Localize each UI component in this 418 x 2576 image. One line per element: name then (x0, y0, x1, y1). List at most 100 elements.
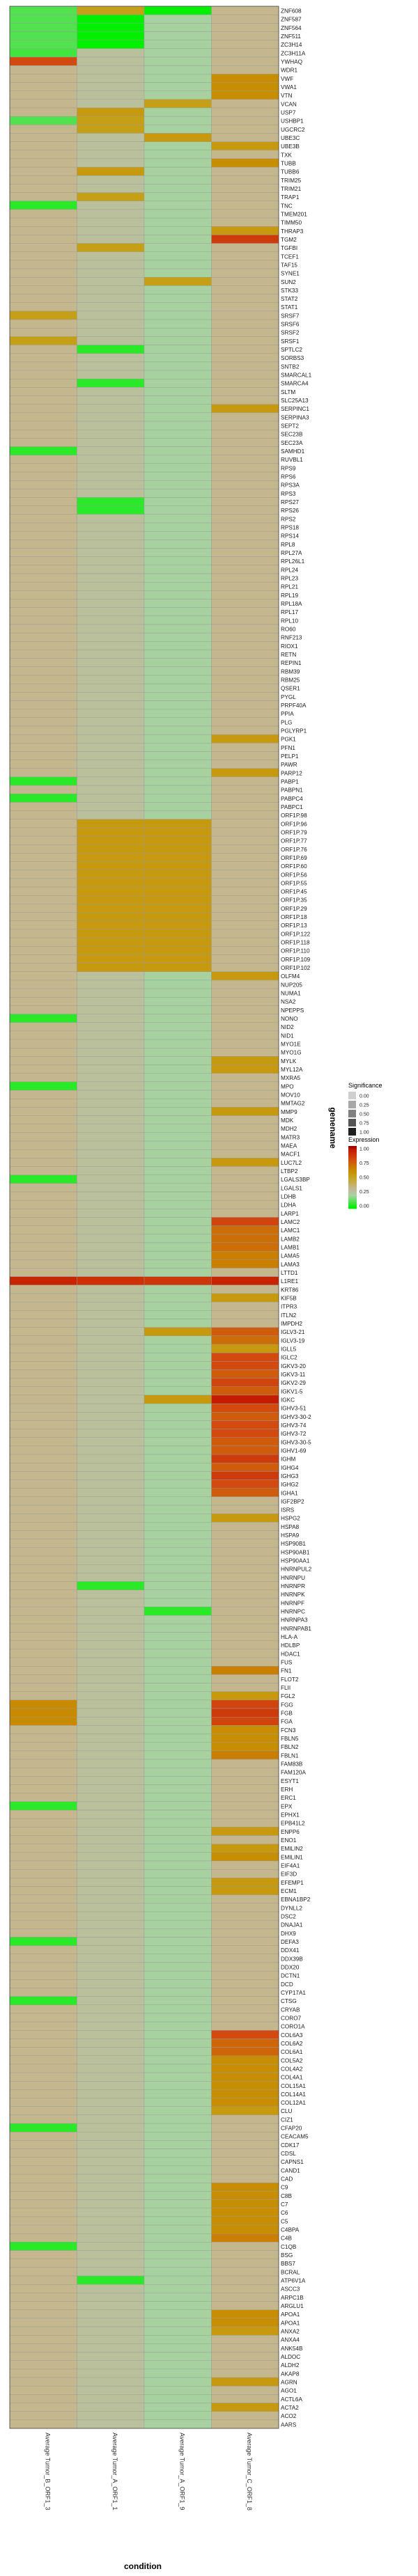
heatmap-cell (9, 734, 77, 744)
heatmap-cell (9, 861, 77, 870)
heatmap-cell (9, 531, 77, 540)
heatmap-cell (211, 1259, 279, 1269)
heatmap-cell (211, 666, 279, 676)
expression-colorbar-segment (348, 1202, 357, 1204)
heatmap-cell (9, 184, 77, 193)
heatmap-cell (9, 2284, 77, 2293)
heatmap-cell (77, 624, 145, 634)
heatmap-cell (77, 1844, 145, 1853)
heatmap-cell (144, 14, 212, 24)
gene-label: RPL24 (281, 567, 298, 573)
heatmap-cell (144, 658, 212, 668)
gene-label: IGHV3-30-2 (281, 1414, 311, 1420)
heatmap-cell (211, 1716, 279, 1726)
heatmap-cell (211, 1285, 279, 1294)
heatmap-cell (211, 2114, 279, 2124)
heatmap-cell (144, 522, 212, 532)
heatmap-cell (9, 404, 77, 414)
expression-colorbar-segment (348, 1150, 357, 1153)
heatmap-cell (211, 1835, 279, 1844)
heatmap-cell (77, 2055, 145, 2065)
heatmap-cell (9, 1522, 77, 1531)
gene-label: CORO7 (281, 2015, 302, 2021)
heatmap-cell (144, 1573, 212, 1582)
heatmap-cell (211, 1970, 279, 1980)
heatmap-cell (211, 1657, 279, 1667)
heatmap-cell (211, 345, 279, 354)
heatmap-cell (144, 870, 212, 879)
gene-label: HNRNPA3 (281, 1617, 308, 1624)
heatmap-cell (144, 683, 212, 693)
heatmap-cell (144, 184, 212, 193)
gene-label: HSPA8 (281, 1524, 300, 1530)
gene-label: HSPA9 (281, 1532, 300, 1539)
heatmap-cell (77, 709, 145, 718)
heatmap-cell (211, 683, 279, 693)
heatmap-cell (77, 353, 145, 363)
heatmap-cell (144, 641, 212, 650)
heatmap-cell (211, 1632, 279, 1641)
heatmap-cell (211, 1479, 279, 1489)
heatmap-cell (77, 2064, 145, 2073)
gene-label: IGKC (281, 1397, 295, 1403)
heatmap-cell (9, 1124, 77, 1133)
heatmap-cell (77, 2140, 145, 2149)
heatmap-cell (144, 1454, 212, 1463)
heatmap-cell (77, 2326, 145, 2336)
gene-label: PELP1 (281, 753, 299, 760)
expression-key-label: 0.50 (359, 1176, 369, 1181)
heatmap-cell (211, 2326, 279, 2336)
heatmap-cell (77, 1420, 145, 1429)
heatmap-cell (211, 471, 279, 481)
heatmap-cell (144, 421, 212, 430)
heatmap-cell (9, 2369, 77, 2378)
heatmap-cell (9, 23, 77, 32)
gene-label: NUP205 (281, 982, 302, 988)
heatmap-cell (77, 1479, 145, 1489)
gene-label: STK33 (281, 288, 298, 294)
heatmap-cell (77, 370, 145, 379)
gene-label: TGM2 (281, 237, 297, 243)
heatmap-cell (77, 1022, 145, 1032)
gene-label: C1QB (281, 2244, 297, 2250)
heatmap-cell (9, 886, 77, 896)
heatmap-cell (9, 251, 77, 261)
heatmap-cell (211, 1276, 279, 1286)
heatmap-cell (211, 581, 279, 591)
heatmap-cell (144, 395, 212, 405)
gene-label: SEPT2 (281, 423, 299, 430)
gene-label: HSPG2 (281, 1516, 300, 1522)
heatmap-cell (9, 1573, 77, 1582)
heatmap-cell (9, 2039, 77, 2048)
heatmap-cell (144, 353, 212, 363)
heatmap-cell (211, 2334, 279, 2344)
heatmap-cell (211, 141, 279, 150)
heatmap-cell (144, 1514, 212, 1523)
gene-label: SLC25A13 (281, 398, 309, 404)
heatmap-cell (211, 1827, 279, 1836)
heatmap-cell (211, 192, 279, 201)
heatmap-cell (144, 1674, 212, 1683)
heatmap-cell (144, 955, 212, 964)
heatmap-cell (77, 1344, 145, 1353)
heatmap-cell (9, 1683, 77, 1692)
heatmap-cell (144, 463, 212, 473)
gene-label: IGKV3-11 (281, 1372, 306, 1378)
heatmap-cell (211, 2216, 279, 2226)
heatmap-cell (144, 1191, 212, 1201)
heatmap-cell (77, 1048, 145, 1057)
heatmap-cell (144, 56, 212, 66)
heatmap-cell (77, 2309, 145, 2319)
heatmap-cell (144, 1386, 212, 1396)
heatmap-cell (144, 1225, 212, 1235)
heatmap-cell (211, 1699, 279, 1709)
heatmap-cell (9, 1632, 77, 1641)
heatmap-cell (144, 226, 212, 235)
heatmap-cell (9, 1793, 77, 1803)
heatmap-cell (211, 2343, 279, 2353)
heatmap-cell (211, 107, 279, 117)
gene-label: ENO1 (281, 1837, 297, 1844)
heatmap-cell (144, 107, 212, 117)
heatmap-cell (9, 971, 77, 981)
heatmap-cell (77, 1734, 145, 1743)
